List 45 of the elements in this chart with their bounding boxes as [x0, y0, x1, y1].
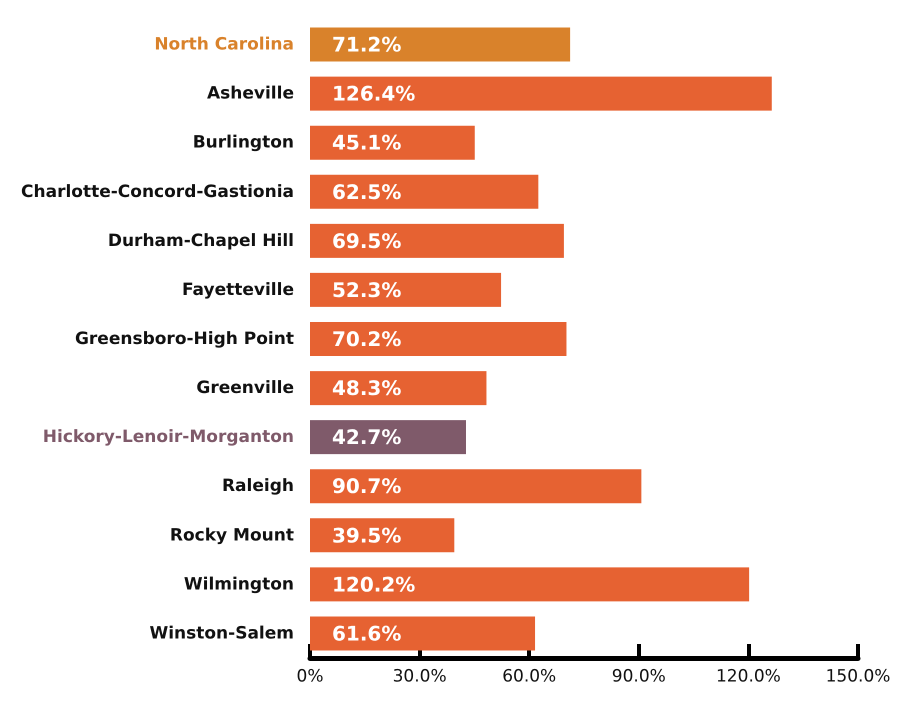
data-label: 45.1% [332, 130, 402, 155]
x-tick-label: 60.0% [502, 666, 556, 686]
data-label: 48.3% [332, 376, 402, 400]
y-tick-label: Charlotte-Concord-Gastionia [21, 182, 294, 202]
y-tick-label: Fayetteville [182, 280, 294, 300]
data-label: 126.4% [332, 82, 416, 106]
data-label: 69.5% [332, 228, 402, 253]
bar [310, 616, 536, 650]
y-tick-label: Hickory-Lenoir-Morganton [42, 427, 294, 448]
data-label: 90.7% [332, 474, 402, 498]
y-tick-label: Burlington [192, 132, 294, 153]
data-label: 61.6% [332, 621, 402, 646]
bar [310, 224, 564, 258]
x-tick-label: 120.0% [716, 666, 781, 686]
data-label: 62.5% [332, 180, 402, 204]
bar [310, 76, 772, 111]
x-tick-label: 150.0% [826, 666, 890, 686]
bar [310, 469, 642, 504]
data-label: 71.2% [332, 32, 402, 57]
y-tick-label: North Carolina [154, 34, 294, 55]
x-tick-label: 30.0% [392, 666, 447, 686]
bar [310, 567, 750, 602]
y-tick-label: Rocky Mount [170, 525, 294, 546]
data-label: 52.3% [332, 278, 402, 302]
y-tick-label: Durham-Chapel Hill [108, 230, 294, 251]
y-tick-label: Winston-Salem [149, 623, 294, 644]
x-tick-label: 90.0% [612, 666, 666, 686]
y-tick-label: Greensboro-High Point [74, 329, 294, 349]
bar [310, 371, 486, 406]
bar [310, 272, 502, 307]
bar [310, 420, 466, 454]
y-tick-label: Raleigh [222, 476, 294, 496]
bar [310, 126, 475, 160]
bar [310, 322, 566, 356]
data-label: 39.5% [332, 523, 402, 548]
y-tick-label: Asheville [206, 84, 294, 104]
data-label: 70.2% [332, 327, 402, 351]
data-label: 120.2% [332, 572, 416, 596]
data-label: 42.7% [332, 425, 402, 450]
bar [310, 28, 570, 62]
y-tick-label: Wilmington [184, 574, 294, 594]
bar [310, 174, 538, 209]
x-tick-label: 0% [296, 666, 324, 686]
bar [310, 518, 454, 552]
y-tick-label: Greenville [196, 378, 294, 398]
